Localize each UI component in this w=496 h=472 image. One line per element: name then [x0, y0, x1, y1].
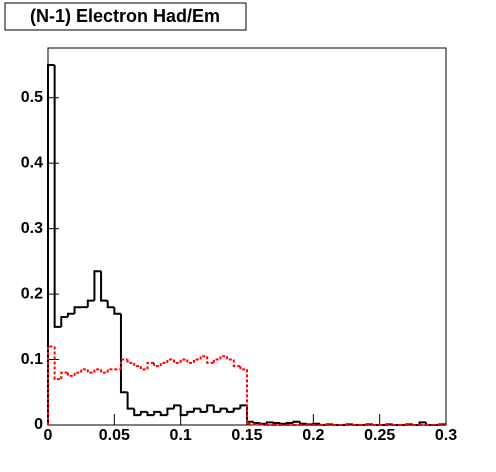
- histogram-bin: [153, 410, 161, 416]
- histogram-bin: [93, 270, 102, 301]
- histogram-bin: [139, 410, 148, 416]
- histogram-bin: [133, 408, 141, 417]
- histogram-bin: [173, 404, 181, 409]
- histogram-bin: [66, 372, 75, 377]
- x-tick-label: 0: [44, 427, 53, 444]
- histogram-bin: [199, 355, 208, 360]
- histogram-bin: [93, 368, 102, 373]
- histogram-bin: [192, 407, 201, 412]
- histogram-bin: [126, 359, 135, 364]
- histogram-bin: [232, 407, 241, 412]
- x-tick-label: 0.2: [302, 427, 324, 444]
- y-tick-label: 0.4: [21, 154, 43, 171]
- histogram-bin: [153, 362, 161, 368]
- histogram-bin: [272, 422, 281, 425]
- histogram-bin: [166, 407, 175, 416]
- histogram-bin: [212, 358, 221, 363]
- histogram-bin: [285, 422, 294, 425]
- x-tick-label: 0.05: [99, 427, 130, 444]
- histogram-bin: [173, 359, 181, 364]
- histogram-bin: [206, 356, 214, 364]
- histogram-bin: [212, 405, 221, 413]
- y-tick-label: 0: [34, 416, 43, 433]
- histogram-bin: [133, 362, 141, 368]
- histogram-bin: [232, 359, 241, 368]
- y-tick-label: 0.5: [21, 89, 43, 106]
- histogram-bin: [119, 313, 128, 394]
- histogram-bin: [239, 366, 247, 371]
- title-box: [4, 2, 247, 31]
- histogram-bin: [146, 361, 155, 370]
- histogram-bin: [60, 371, 68, 380]
- histogram-bin: [106, 300, 115, 309]
- histogram-bin: [179, 405, 188, 417]
- histogram-bin: [166, 358, 175, 363]
- histogram-bin: [73, 371, 82, 376]
- histogram-bin: [47, 64, 55, 425]
- histogram-bin: [226, 356, 234, 361]
- x-tick-label: 0.15: [231, 427, 262, 444]
- histogram-bin: [159, 411, 168, 417]
- histogram-bin: [265, 424, 274, 426]
- histogram-bin: [100, 271, 108, 302]
- histogram-bin: [126, 392, 135, 410]
- histogram-bin: [239, 404, 247, 409]
- histogram-bin: [252, 423, 261, 426]
- histogram-bin: [146, 411, 155, 417]
- histogram-bin: [226, 408, 234, 413]
- histogram-bin: [279, 422, 287, 425]
- histogram-bin: [139, 366, 148, 371]
- histogram-bin: [219, 355, 228, 360]
- histogram-bin: [86, 299, 95, 308]
- histogram-bin: [199, 408, 208, 413]
- histogram-bin: [60, 316, 68, 327]
- y-tick-label: 0.1: [21, 351, 43, 368]
- histogram-bin: [66, 312, 75, 318]
- x-tick-label: 0.3: [435, 427, 457, 444]
- histogram-bin: [86, 369, 95, 374]
- x-tick-label: 0.1: [170, 427, 192, 444]
- y-tick-label: 0.2: [21, 285, 43, 302]
- histogram-bin: [100, 369, 108, 374]
- histogram-bin: [53, 65, 62, 328]
- histogram-bin: [292, 420, 301, 424]
- histogram-bin: [106, 368, 115, 373]
- histogram-bin: [219, 407, 228, 412]
- histogram-bin: [47, 345, 55, 425]
- histogram-bin: [73, 306, 82, 314]
- histogram-bin: [80, 368, 88, 373]
- x-tick-label: 0.25: [364, 427, 395, 444]
- y-tick-label: 0.3: [21, 220, 43, 237]
- histogram-bin: [159, 361, 168, 367]
- histogram-bin: [186, 410, 194, 416]
- histogram-bin: [186, 359, 194, 364]
- histogram-bin: [113, 307, 121, 315]
- histogram-bin: [265, 421, 274, 424]
- histogram-bin: [53, 346, 62, 381]
- histogram-bin: [299, 421, 307, 425]
- chart-title: (N-1) Electron Had/Em: [30, 6, 220, 26]
- histogram-bin: [179, 358, 188, 363]
- histogram-bin: [192, 358, 201, 363]
- histogram-bin: [206, 404, 214, 412]
